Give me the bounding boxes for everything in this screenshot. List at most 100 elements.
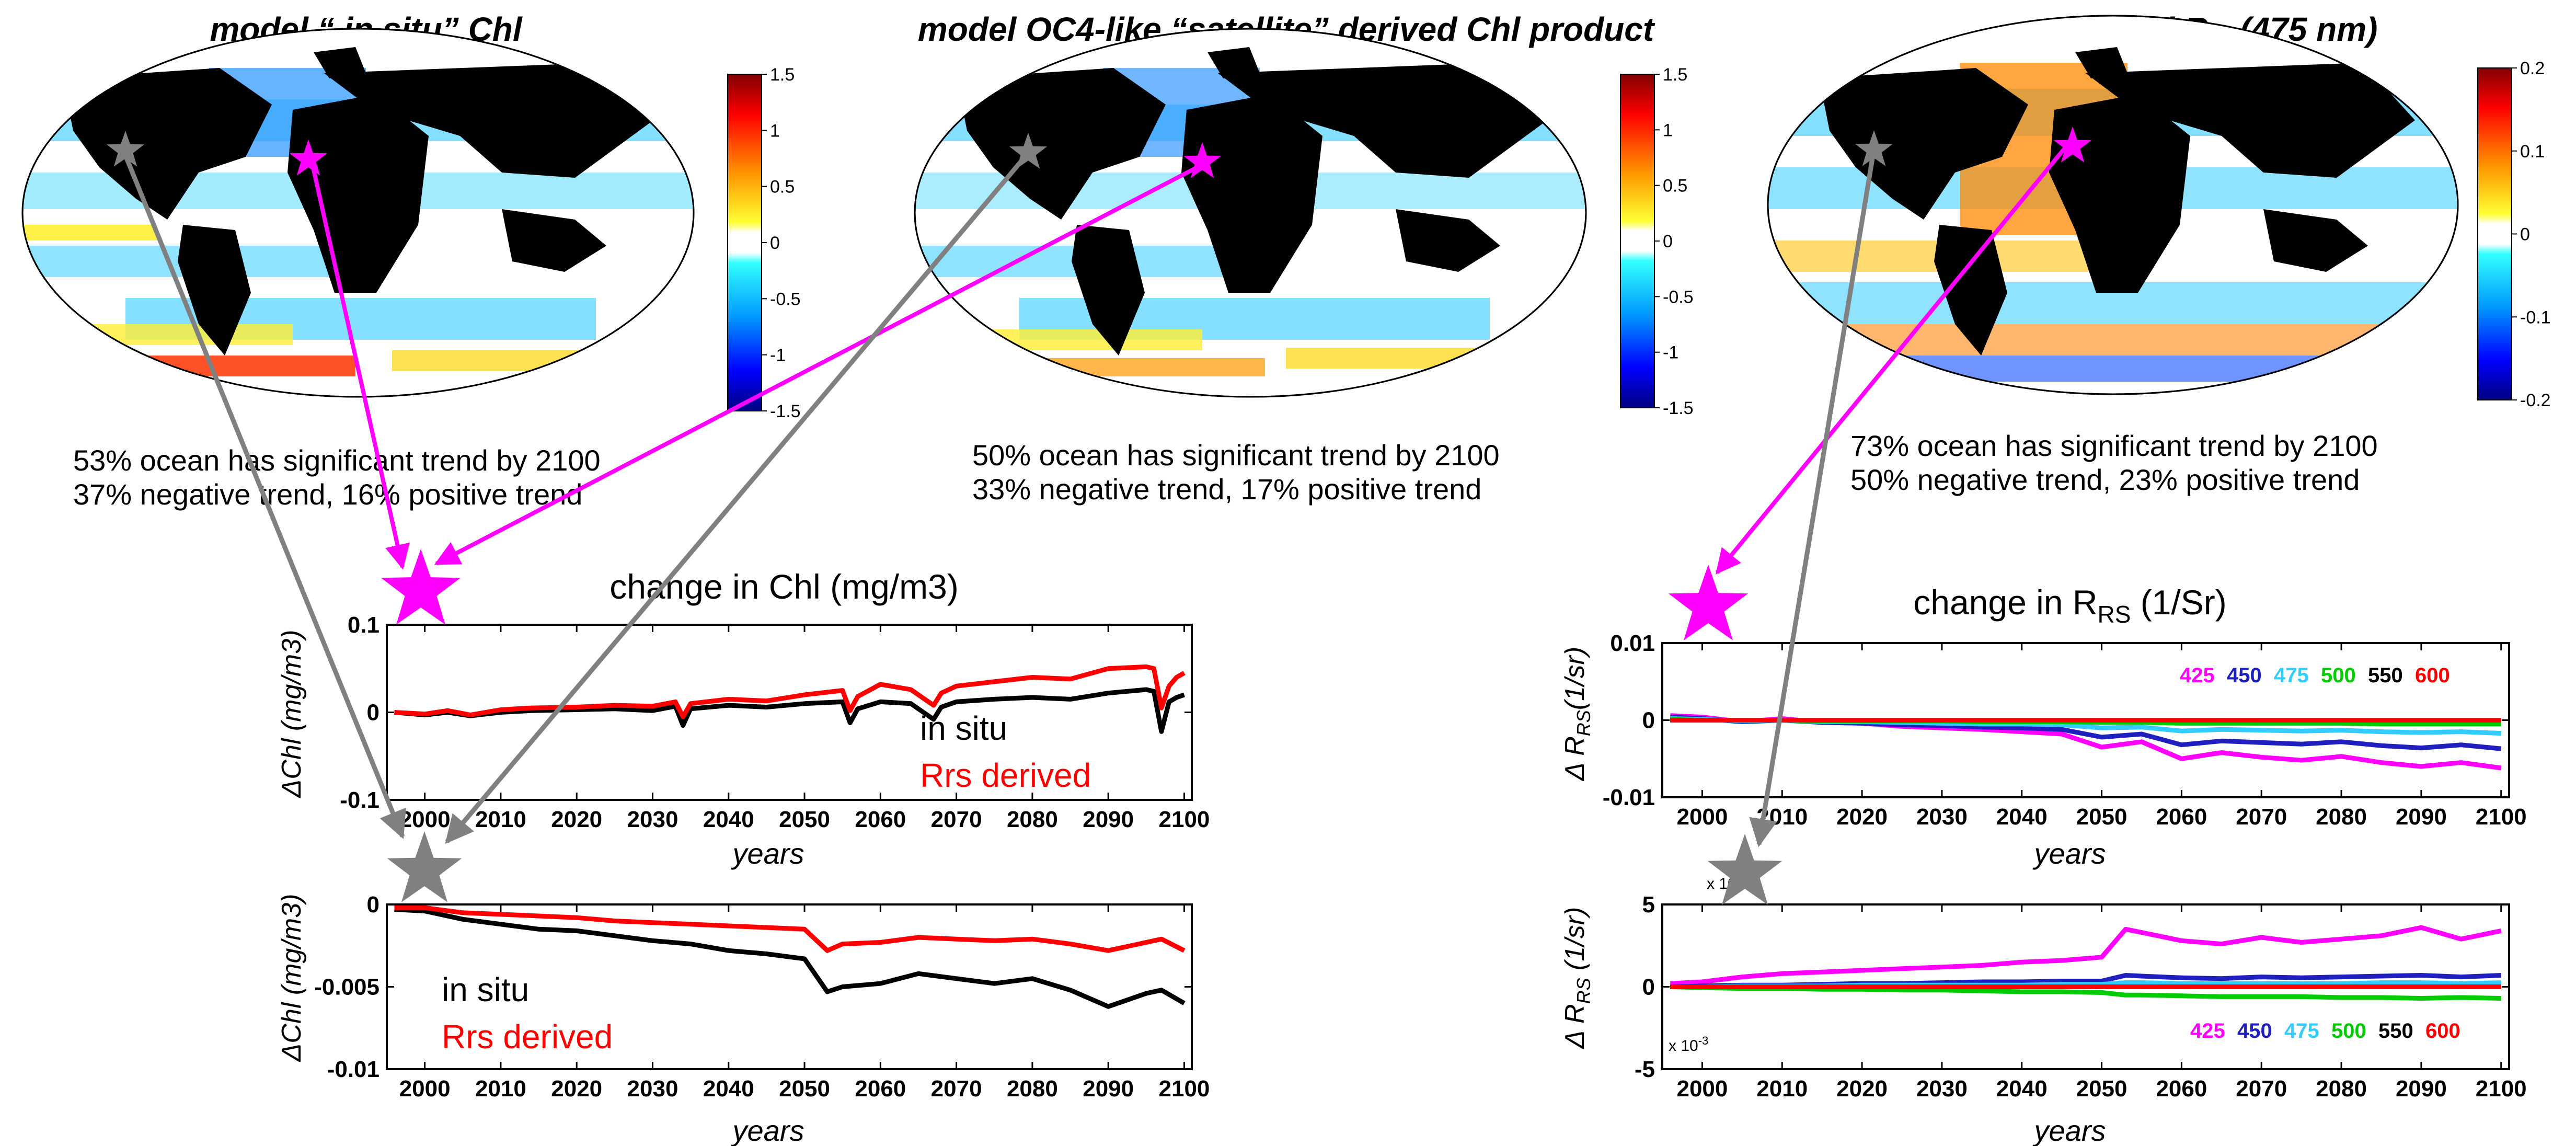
colorbar-rrs: 0.2 0.1 0 -0.1 -0.2 — [2477, 59, 2551, 410]
y-tick-label: -0.005 — [314, 975, 380, 1000]
colorbar-tick-label: 0.2 — [2520, 59, 2545, 78]
star-map-rrs-gray — [1855, 130, 1893, 166]
colorbar-tick-label: -1 — [1663, 343, 1678, 363]
colorbar-tick-label: 1 — [770, 121, 780, 141]
ylabel-rrs-top: Δ RRS(1/sr) — [1560, 647, 1594, 782]
x-tick-label: 2020 — [551, 1076, 602, 1102]
y-tick-label: -0.1 — [340, 787, 380, 813]
x-tick-label: 2060 — [855, 807, 906, 832]
x-tick-label: 2020 — [1836, 1076, 1888, 1102]
xlabel-chl-bottom: years — [731, 1114, 804, 1146]
x-tick-label: 2100 — [2476, 1076, 2527, 1102]
stat-satellite-line2: 33% negative trend, 17% positive trend — [972, 473, 1481, 506]
multiplier-bottom-base: x 10 — [1669, 1037, 1698, 1055]
series-line-425 — [1670, 925, 2502, 986]
star-rrs-gray — [1707, 834, 1782, 905]
arrow-insitu-to-chl-gray-star — [120, 148, 406, 840]
x-tick-label: 2050 — [779, 1076, 830, 1102]
x-tick-label: 2070 — [2236, 804, 2287, 830]
colorbar-tick-label: 0 — [1663, 232, 1673, 251]
star-map-satellite-gray — [1009, 133, 1048, 169]
chart-rrs-top: 2000 2010 2020 2030 2040 2050 2060 2070 2080 2090… — [1603, 631, 2527, 830]
x-tick-label: 2090 — [1083, 1076, 1134, 1102]
x-tick-label: 2050 — [779, 807, 830, 832]
x-tick-label: 2100 — [1159, 807, 1210, 832]
series-line-in-situ — [394, 687, 1185, 734]
x-tick-label: 2060 — [855, 1076, 906, 1102]
legend-wl-450: 450 — [2237, 1019, 2272, 1042]
legend-wl-425: 425 — [2180, 664, 2215, 687]
rrs-panel-title-main: change in R — [1913, 583, 2097, 622]
legend-rrs-top: 425 450 475 500 550 600 — [2180, 664, 2450, 687]
ylabel-rrs-bottom: Δ RRS (1/sr) — [1560, 907, 1594, 1050]
y-tick-label: 0 — [367, 892, 380, 918]
x-tick-label: 2000 — [399, 1076, 451, 1102]
x-tick-label: 2080 — [2316, 1076, 2367, 1102]
x-tick-label: 2080 — [1007, 1076, 1058, 1102]
arrow-satellite-to-chl-star — [434, 163, 1203, 566]
chart-chl-top: 2000 2010 2020 2030 2040 2050 2060 2070 2080 2090… — [340, 612, 1210, 832]
x-tick-label: 2040 — [1996, 804, 2048, 830]
stat-rrs-line2: 50% negative trend, 23% positive trend — [1850, 463, 2360, 496]
map-insitu-chl — [21, 28, 695, 398]
x-tick-label: 2030 — [1916, 1076, 1968, 1102]
legend-wl-600: 600 — [2415, 664, 2450, 687]
map-rrs-475 — [1767, 15, 2459, 395]
legend-wl-500: 500 — [2331, 1019, 2366, 1042]
arrow-insitu-to-chl-star — [306, 146, 410, 570]
chart-chl-bottom: 2000 2010 2020 2030 2040 2050 2060 2070 2080 2090… — [314, 892, 1210, 1102]
rrs-panel-title: change in RRS (1/Sr) — [1913, 583, 2227, 628]
legend-wl-600: 600 — [2425, 1019, 2460, 1042]
x-tick-label: 2020 — [551, 807, 602, 832]
multiplier-bottom-exp: -3 — [1698, 1034, 1709, 1047]
x-tick-label: 2000 — [1676, 1076, 1728, 1102]
legend-wl-450: 450 — [2227, 664, 2262, 687]
y-tick-label: -0.01 — [1603, 785, 1655, 810]
x-tick-label: 2030 — [627, 1076, 678, 1102]
star-map-satellite-magenta — [1183, 142, 1222, 178]
legend-chl-top-insitu: in situ — [920, 709, 1007, 747]
x-tick-label: 2060 — [2156, 1076, 2207, 1102]
y-tick-label: 0 — [1642, 708, 1655, 734]
x-tick-label: 2100 — [1159, 1076, 1210, 1102]
y-tick-label: 0.01 — [1610, 631, 1655, 656]
x-tick-label: 2010 — [475, 807, 526, 832]
colorbar-tick-label: -1.5 — [770, 402, 801, 421]
legend-chl-bottom-rrs: Rrs derived — [442, 1018, 613, 1056]
map-satellite-chl — [914, 28, 1587, 398]
x-tick-label: 2030 — [1916, 804, 1968, 830]
legend-wl-475: 475 — [2284, 1019, 2319, 1042]
xlabel-rrs-bottom: years — [2032, 1114, 2106, 1146]
ylabel-chl-top: ΔChl (mg/m3) — [277, 630, 307, 799]
star-chl-magenta — [381, 549, 461, 625]
xlabel-chl-top: years — [731, 837, 804, 870]
colorbar-tick-label: -1 — [770, 346, 786, 365]
legend-chl-top-rrs: Rrs derived — [920, 757, 1091, 794]
x-tick-label: 2040 — [703, 807, 754, 832]
star-rrs-magenta — [1668, 565, 1749, 640]
x-tick-label: 2040 — [1996, 1076, 2048, 1102]
x-tick-label: 2080 — [1007, 807, 1058, 832]
stars — [106, 127, 2092, 905]
stat-insitu-line2: 37% negative trend, 16% positive trend — [73, 478, 582, 511]
star-map-rrs-magenta — [2053, 127, 2092, 163]
colorbar-satellite: 1.5 1 0.5 0 -0.5 -1 -1.5 — [1620, 65, 1694, 418]
chart-rrs-bottom: 2000 2010 2020 2030 2040 2050 2060 2070 2080 2090… — [1635, 892, 2527, 1102]
legend-wl-425: 425 — [2190, 1019, 2225, 1042]
x-tick-label: 2060 — [2156, 804, 2207, 830]
y-tick-label: 0 — [1642, 975, 1655, 1000]
colorbar-tick-label: 0 — [770, 233, 780, 253]
rrs-panel-title-sub: RS — [2098, 601, 2131, 628]
x-tick-label: 2020 — [1836, 804, 1888, 830]
star-map-insitu-gray — [106, 131, 145, 167]
colorbar-tick-label: -0.5 — [770, 289, 801, 309]
colorbar-tick-label: 0.5 — [770, 177, 795, 197]
colorbar-tick-label: 1.5 — [1663, 65, 1687, 85]
stat-rrs-line1: 73% ocean has significant trend by 2100 — [1850, 429, 2378, 462]
x-tick-label: 2090 — [2396, 804, 2447, 830]
multiplier-bottom: x 10-3 — [1669, 1034, 1708, 1055]
arrow-satellite-to-chl-gray-star — [445, 153, 1029, 844]
colorbar-tick-label: -0.1 — [2520, 307, 2551, 327]
arrows — [120, 137, 2075, 847]
